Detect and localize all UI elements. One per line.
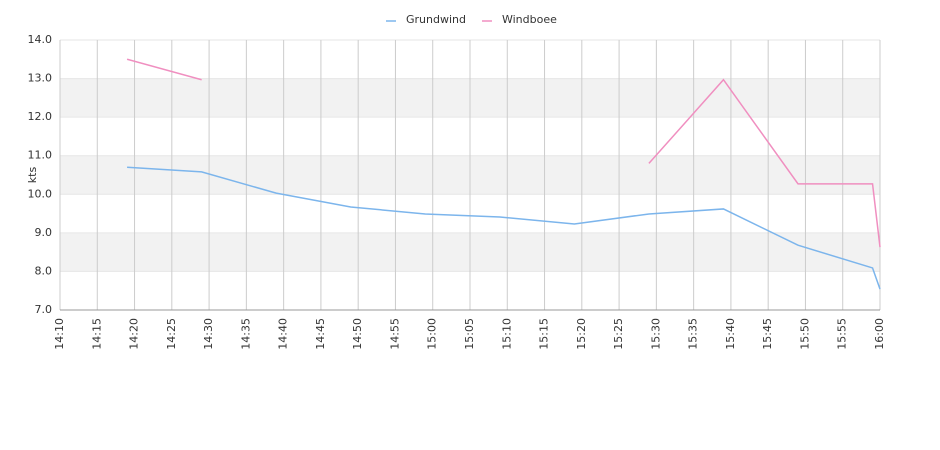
x-tick-label: 15:00	[426, 318, 439, 350]
x-tick-label: 15:30	[649, 318, 662, 350]
series-line	[126, 58, 881, 248]
y-tick-label: 11.0	[28, 149, 53, 162]
x-tick-label: 14:40	[277, 318, 290, 350]
series-line	[127, 166, 881, 290]
y-tick-label: 12.0	[28, 110, 53, 123]
y-tick-label: 14.0	[28, 33, 53, 46]
x-tick-label: 14:10	[53, 318, 66, 350]
x-tick-label: 14:30	[202, 318, 215, 350]
x-tick-label: 15:20	[575, 318, 588, 350]
y-tick-label: 9.0	[35, 226, 53, 239]
x-tick-label: 14:20	[128, 318, 141, 350]
y-axis-label: kts	[26, 167, 39, 184]
x-tick-label: 14:25	[165, 318, 178, 350]
x-tick-label: 15:55	[836, 318, 849, 350]
x-tick-label: 15:45	[761, 318, 774, 350]
x-tick-label: 15:15	[538, 318, 551, 350]
x-tick-label: 14:15	[90, 318, 103, 350]
y-tick-label: 13.0	[28, 72, 53, 85]
y-tick-label: 8.0	[35, 264, 53, 277]
x-tick-label: 15:10	[500, 318, 513, 350]
x-tick-label: 14:50	[351, 318, 364, 350]
y-tick-label: 10.0	[28, 187, 53, 200]
x-tick-label: 15:25	[612, 318, 625, 350]
legend-label: Grundwind	[406, 13, 466, 26]
x-tick-label: 14:55	[388, 318, 401, 350]
x-tick-label: 14:35	[239, 318, 252, 350]
y-tick-label: 7.0	[35, 303, 53, 316]
x-tick-label: 15:50	[798, 318, 811, 350]
x-tick-label: 15:40	[724, 318, 737, 350]
x-tick-label: 15:35	[687, 318, 700, 350]
legend-label: Windboee	[502, 13, 557, 26]
x-tick-label: 16:00	[873, 318, 886, 350]
x-tick-label: 15:05	[463, 318, 476, 350]
x-tick-label: 14:45	[314, 318, 327, 350]
